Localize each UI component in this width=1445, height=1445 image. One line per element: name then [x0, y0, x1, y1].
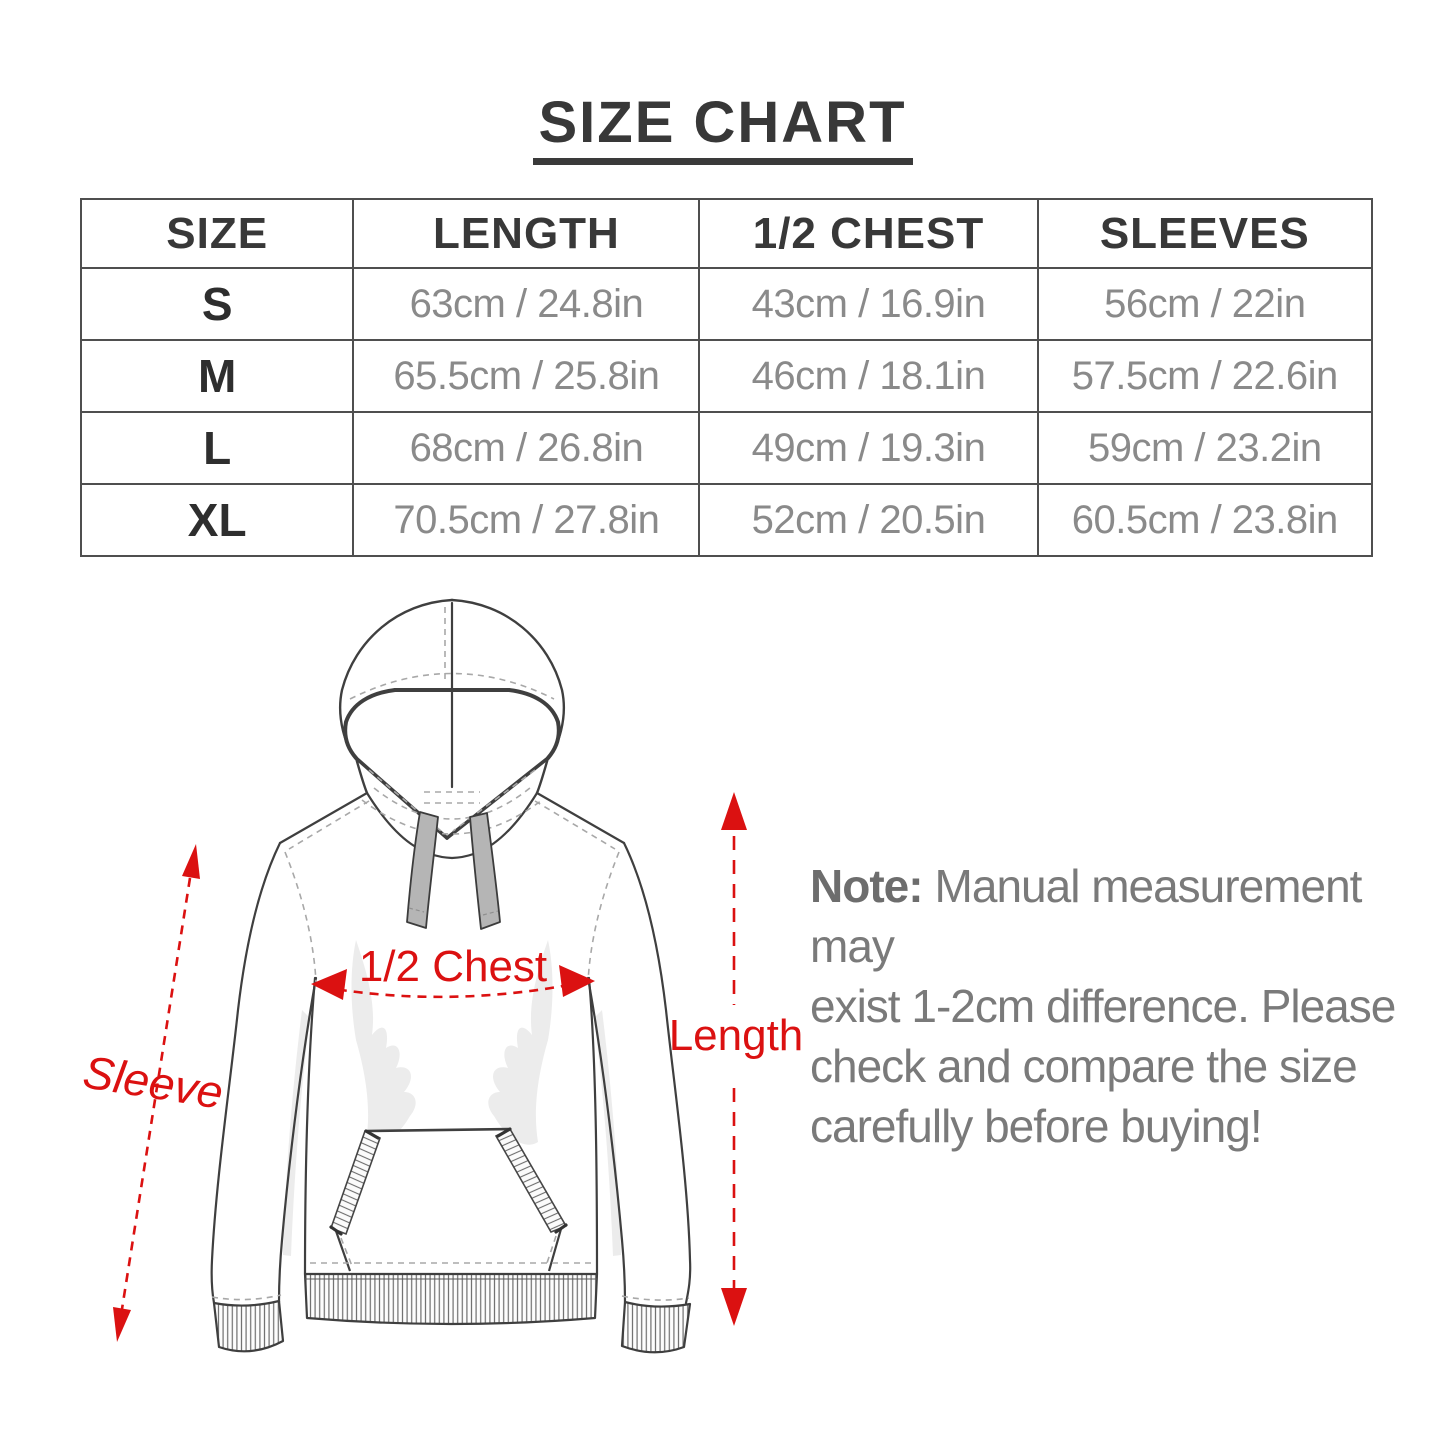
length-cell: 70.5cm / 27.8in [352, 483, 701, 557]
sleeves-cell: 56cm / 22in [1036, 267, 1374, 341]
note-text: Note: Manual measurement may exist 1-2cm … [810, 856, 1420, 1156]
drawstring-right [469, 812, 501, 930]
chest-cell: 49cm / 19.3in [698, 411, 1039, 485]
kangaroo-pocket [329, 1127, 568, 1272]
arrowhead-right-icon [559, 965, 595, 997]
table-row-xl: XL 70.5cm / 27.8in 52cm / 20.5in 60.5cm … [79, 483, 1374, 557]
size-cell: L [79, 411, 355, 485]
note-label: Note: [810, 860, 924, 912]
page-title-text: SIZE CHART [532, 94, 913, 165]
seam-stitches [211, 607, 690, 1301]
hem-band [303, 1272, 599, 1326]
header-length: LENGTH [352, 198, 701, 269]
sleeve-arrow: Sleeve [80, 844, 227, 1342]
size-cell: S [79, 267, 355, 341]
chest-cell: 43cm / 16.9in [698, 267, 1039, 341]
note-line: check and compare the size [810, 1040, 1358, 1092]
sleeves-cell: 59cm / 23.2in [1036, 411, 1374, 485]
chest-cell: 52cm / 20.5in [698, 483, 1039, 557]
size-cell: M [79, 339, 355, 413]
sleeve-label: Sleeve [80, 1045, 227, 1118]
arrowhead-up-icon [182, 844, 200, 879]
drawstring-left [406, 811, 439, 929]
length-label: Length [669, 1011, 804, 1060]
header-size: SIZE [79, 198, 355, 269]
left-cuff [212, 1299, 285, 1353]
length-cell: 63cm / 24.8in [352, 267, 701, 341]
hood [338, 598, 566, 840]
sleeves-cell: 60.5cm / 23.8in [1036, 483, 1374, 557]
table-row-l: L 68cm / 26.8in 49cm / 19.3in 59cm / 23.… [79, 411, 1374, 485]
drawstrings [406, 811, 501, 930]
header-sleeves: SLEEVES [1036, 198, 1374, 269]
chest-label: 1/2 Chest [359, 942, 547, 991]
ribbed-cuffs [212, 1299, 692, 1354]
sleeves [210, 841, 692, 1305]
arrowhead-up-icon [721, 792, 747, 830]
sleeves-cell: 57.5cm / 22.6in [1036, 339, 1374, 413]
length-arrow: Length [669, 792, 804, 1326]
length-cell: 68cm / 26.8in [352, 411, 701, 485]
chest-arrow: 1/2 Chest [311, 942, 595, 1000]
arrowhead-down-icon [113, 1307, 131, 1342]
right-cuff [620, 1300, 692, 1354]
table-row-m: M 65.5cm / 25.8in 46cm / 18.1in 57.5cm /… [79, 339, 1374, 413]
chest-cell: 46cm / 18.1in [698, 339, 1039, 413]
size-table: SIZE LENGTH 1/2 CHEST SLEEVES S 63cm / 2… [79, 198, 1374, 557]
table-header-row: SIZE LENGTH 1/2 CHEST SLEEVES [79, 198, 1374, 269]
note-line: Note: Manual measurement may [810, 856, 1420, 976]
wrinkle-shading [283, 940, 621, 1256]
arrowhead-left-icon [311, 969, 347, 1000]
table-row-s: S 63cm / 24.8in 43cm / 16.9in 56cm / 22i… [79, 267, 1374, 341]
page-title: SIZE CHART [0, 94, 1445, 165]
note-line-text: Manual measurement may [810, 860, 1362, 972]
length-cell: 65.5cm / 25.8in [352, 339, 701, 413]
size-cell: XL [79, 483, 355, 557]
header-chest: 1/2 CHEST [698, 198, 1039, 269]
note-line: exist 1-2cm difference. Please [810, 980, 1396, 1032]
arrowhead-down-icon [721, 1288, 747, 1326]
note-line: carefully before buying! [810, 1100, 1263, 1152]
hoodie-body [278, 791, 626, 1276]
